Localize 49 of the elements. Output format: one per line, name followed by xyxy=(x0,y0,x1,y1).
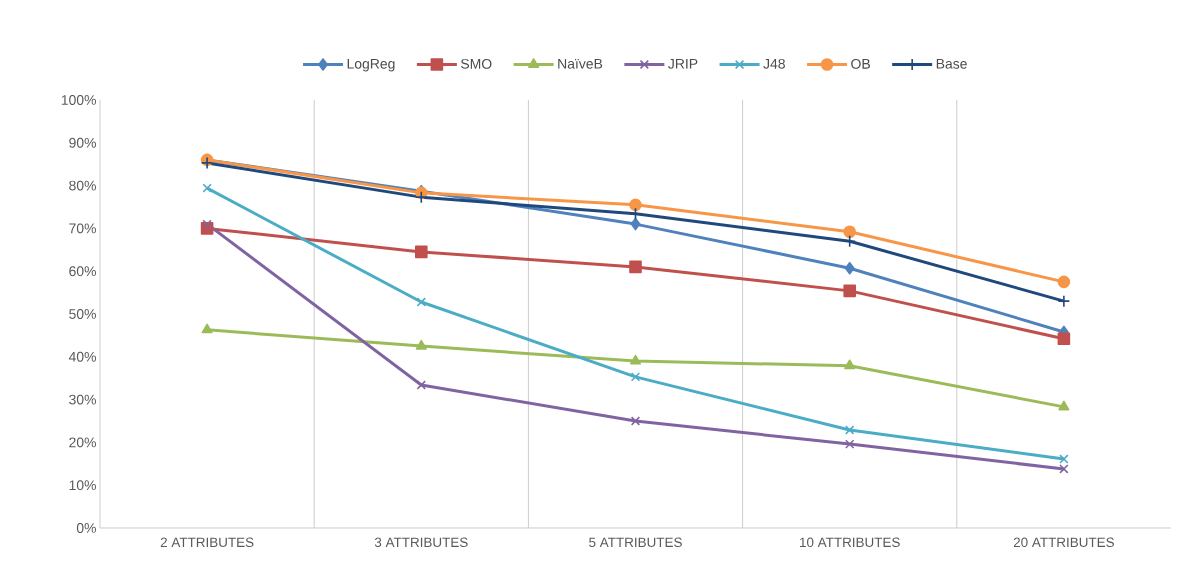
point xyxy=(630,372,641,382)
point xyxy=(844,261,855,275)
x-tick-label: 3 ATTRIBUTES xyxy=(374,537,468,548)
point xyxy=(629,260,642,274)
x-tick-label: 5 ATTRIBUTES xyxy=(589,537,682,548)
point xyxy=(202,183,212,193)
x-tick-label: 20 ATTRIBUTES xyxy=(1013,537,1114,548)
point xyxy=(1059,454,1069,464)
point xyxy=(1057,275,1071,289)
y-tick-label: 50% xyxy=(69,309,96,319)
y-tick-label: 100% xyxy=(61,95,96,105)
legend-label: Base xyxy=(936,58,967,69)
point xyxy=(1057,294,1071,308)
point xyxy=(1058,400,1070,411)
point xyxy=(630,217,641,231)
y-tick-label: 60% xyxy=(69,266,96,277)
y-tick-label: 80% xyxy=(69,180,96,191)
point xyxy=(415,245,428,259)
point xyxy=(630,416,641,426)
point xyxy=(844,359,856,370)
x-tick-label: 2 ATTRIBUTES xyxy=(160,537,254,548)
legend-label: J48 xyxy=(763,58,785,69)
y-tick-label: 90% xyxy=(69,137,96,148)
x-tick-label: 10 ATTRIBUTES xyxy=(800,537,900,548)
legend-label: OB xyxy=(851,58,870,69)
point xyxy=(1057,332,1071,346)
legend-label: JRIP xyxy=(668,58,698,69)
point xyxy=(845,425,855,435)
y-tick-label: 0% xyxy=(76,523,96,533)
point xyxy=(416,380,426,390)
legend-label: LogReg xyxy=(347,58,395,72)
point xyxy=(416,297,426,307)
y-tick-label: 70% xyxy=(69,223,96,234)
point xyxy=(843,225,856,239)
y-tick-label: 40% xyxy=(68,351,96,362)
point xyxy=(845,439,855,449)
point xyxy=(202,219,212,229)
point xyxy=(843,284,856,298)
point xyxy=(415,190,428,204)
point xyxy=(629,198,642,212)
point xyxy=(201,323,213,334)
y-tick-label: 20% xyxy=(69,437,96,448)
y-tick-label: 30% xyxy=(69,394,96,405)
point xyxy=(415,339,427,350)
y-tick-label: 10% xyxy=(69,480,96,491)
point xyxy=(1059,464,1069,474)
legend-label: SMO xyxy=(461,58,492,69)
point xyxy=(629,354,642,365)
legend-label: NaïveB xyxy=(558,58,603,69)
